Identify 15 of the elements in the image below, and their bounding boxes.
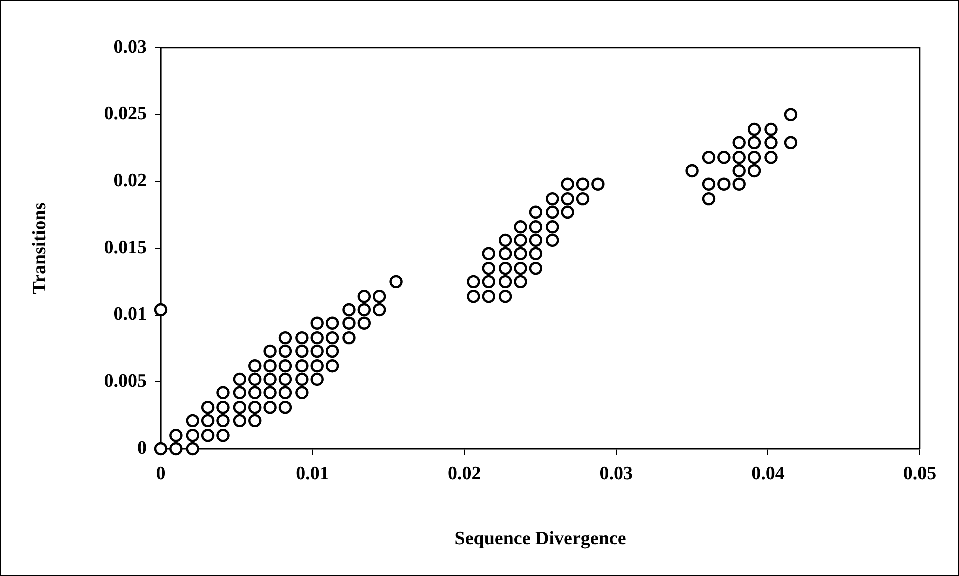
x-tick-label: 0.04 [752,463,786,484]
y-axis-title: Transitions [29,202,50,294]
x-axis-title: Sequence Divergence [454,528,626,550]
y-tick-label: 0.025 [104,104,147,125]
x-tick-label: 0.01 [296,463,330,484]
x-tick-label: 0.05 [903,463,937,484]
x-tick-label: 0 [156,463,166,484]
y-tick-label: 0.005 [104,371,147,392]
x-tick-label: 0.03 [600,463,634,484]
y-tick-label: 0 [138,438,147,459]
y-tick-label: 0.015 [104,237,147,258]
y-tick-label: 0.03 [114,36,147,58]
x-tick-label: 0.02 [448,463,482,484]
y-tick-label: 0.01 [114,304,147,326]
y-tick-label: 0.02 [114,170,147,192]
